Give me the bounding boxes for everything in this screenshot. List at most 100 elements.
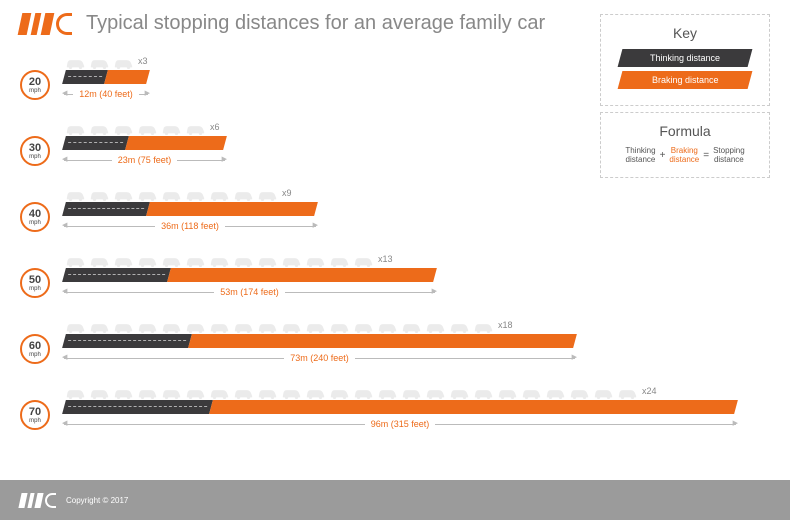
speed-unit: mph (29, 352, 41, 358)
car-icon (256, 256, 279, 268)
thinking-bar (62, 400, 213, 414)
car-icon (352, 256, 375, 268)
arrow-left-icon (64, 94, 73, 95)
car-icon (184, 256, 207, 268)
distance-bar (64, 334, 575, 348)
distance-bar (64, 268, 435, 282)
car-multiplier: x24 (642, 386, 657, 396)
car-multiplier: x13 (378, 254, 393, 264)
car-icons (64, 122, 207, 134)
speed-unit: mph (29, 88, 41, 94)
key-thinking-label: Thinking distance (650, 53, 720, 63)
car-icon (232, 322, 255, 334)
speed-badge: 30 mph (20, 136, 50, 166)
car-icons (64, 254, 375, 266)
distance-bar (64, 70, 148, 84)
car-icon (448, 388, 471, 400)
car-icon (184, 322, 207, 334)
car-multiplier: x6 (210, 122, 220, 132)
speed-value: 20 (29, 77, 41, 88)
distance-label: 73m (240 feet) (64, 350, 575, 366)
speed-unit: mph (29, 286, 41, 292)
speed-badge: 50 mph (20, 268, 50, 298)
arrow-left-icon (64, 226, 155, 227)
car-icon (88, 124, 111, 136)
footer-logo (20, 493, 56, 508)
car-icon (88, 190, 111, 202)
braking-bar (188, 334, 577, 348)
distance-bar (64, 136, 225, 150)
car-icon (544, 388, 567, 400)
car-icon (208, 322, 231, 334)
arrow-right-icon (139, 94, 148, 95)
car-icon (160, 190, 183, 202)
distance-text: 36m (118 feet) (155, 221, 225, 231)
car-icon (424, 388, 447, 400)
car-icon (208, 190, 231, 202)
distance-text: 73m (240 feet) (284, 353, 355, 363)
car-icon (472, 322, 495, 334)
car-icon (160, 322, 183, 334)
car-icon (160, 256, 183, 268)
car-icon (64, 322, 87, 334)
car-icon (136, 322, 159, 334)
braking-bar (167, 268, 437, 282)
key-braking-label: Braking distance (652, 75, 719, 85)
distance-row-70: 70 mph x24 96m (315 feet) (20, 386, 770, 441)
braking-bar (146, 202, 318, 216)
distance-bar (64, 400, 736, 414)
arrow-left-icon (64, 358, 284, 359)
car-icon (112, 256, 135, 268)
car-icon (256, 388, 279, 400)
distance-label: 36m (118 feet) (64, 218, 316, 234)
car-icon (520, 388, 543, 400)
car-icon (616, 388, 639, 400)
formula-thinking: Thinkingdistance (625, 147, 655, 165)
logo-bar-3 (41, 13, 55, 35)
car-icon (352, 388, 375, 400)
distance-text: 23m (75 feet) (112, 155, 178, 165)
car-icon (256, 190, 279, 202)
distance-text: 12m (40 feet) (73, 89, 139, 99)
car-icon (88, 388, 111, 400)
thinking-bar (62, 136, 129, 150)
distance-row-60: 60 mph x18 73m (240 feet) (20, 320, 770, 375)
car-icon (64, 124, 87, 136)
formula-stopping: Stoppingdistance (713, 147, 745, 165)
key-title: Key (611, 25, 759, 41)
car-icon (88, 322, 111, 334)
infographic-page: Typical stopping distances for an averag… (0, 0, 790, 520)
car-multiplier: x9 (282, 188, 292, 198)
car-icon (112, 322, 135, 334)
arrow-right-icon (435, 424, 736, 425)
formula-title: Formula (611, 123, 759, 139)
speed-value: 40 (29, 209, 41, 220)
car-icon (376, 388, 399, 400)
car-icon (88, 256, 111, 268)
car-icon (64, 58, 87, 70)
car-icons (64, 188, 279, 200)
braking-bar (125, 136, 227, 150)
car-icon (112, 388, 135, 400)
car-icon (328, 256, 351, 268)
thinking-bar (62, 202, 150, 216)
car-icon (136, 124, 159, 136)
car-multiplier: x18 (498, 320, 513, 330)
car-icon (112, 124, 135, 136)
speed-value: 50 (29, 275, 41, 286)
speed-value: 60 (29, 341, 41, 352)
distance-label: 96m (315 feet) (64, 416, 736, 432)
footer: Copyright © 2017 (0, 480, 790, 520)
car-icon (184, 190, 207, 202)
speed-value: 30 (29, 143, 41, 154)
car-icon (112, 190, 135, 202)
distance-row-50: 50 mph x13 53m (174 feet) (20, 254, 770, 309)
car-icon (136, 190, 159, 202)
car-multiplier: x3 (138, 56, 148, 66)
thinking-bar (62, 70, 108, 84)
copyright-text: Copyright © 2017 (66, 496, 128, 505)
car-icon (280, 388, 303, 400)
arrow-right-icon (355, 358, 575, 359)
car-icon (424, 322, 447, 334)
car-icon (184, 388, 207, 400)
